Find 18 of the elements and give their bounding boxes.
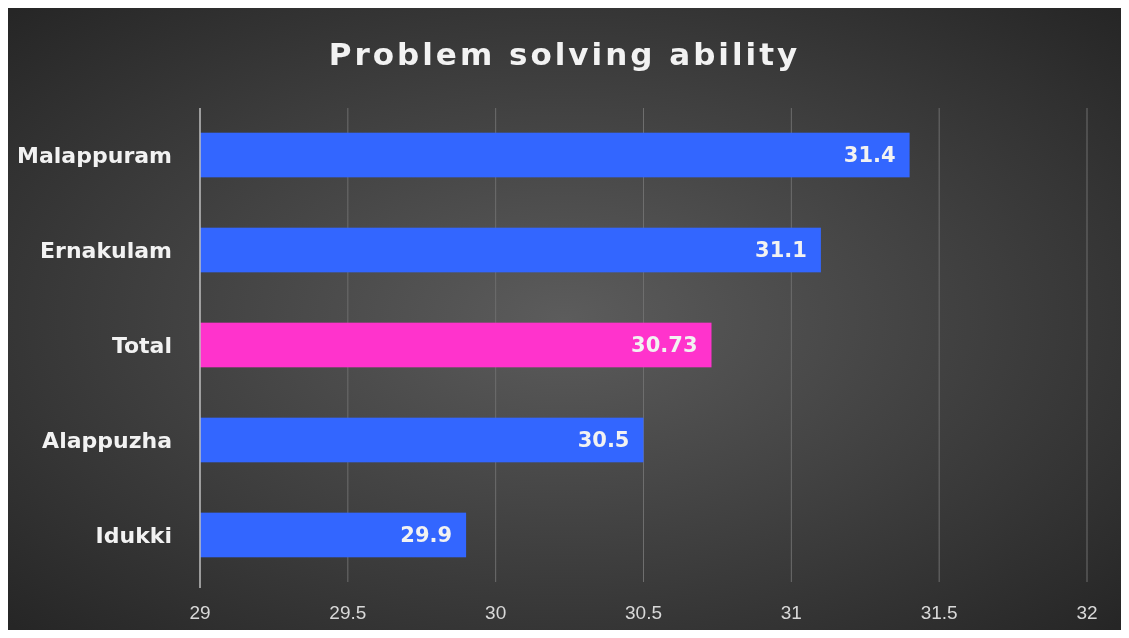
data-label: 31.4 bbox=[843, 143, 896, 168]
x-tick-label: 32 bbox=[1076, 601, 1098, 623]
y-tick-label: Alappuzha bbox=[42, 427, 172, 453]
data-label: 29.9 bbox=[400, 523, 453, 548]
y-tick-label: Total bbox=[111, 332, 172, 358]
y-tick-label: Idukki bbox=[95, 522, 172, 548]
data-label: 31.1 bbox=[755, 238, 807, 263]
chart-title: Problem solving ability bbox=[328, 35, 801, 72]
y-tick-label: Ernakulam bbox=[40, 237, 172, 263]
x-tick-label: 29 bbox=[189, 601, 211, 623]
y-tick-label: Malappuram bbox=[17, 142, 172, 168]
x-tick-label: 30.5 bbox=[625, 601, 662, 623]
data-label: 30.5 bbox=[577, 428, 630, 453]
x-tick-label: 29.5 bbox=[329, 601, 367, 623]
x-tick-label: 30 bbox=[485, 601, 507, 623]
x-tick-label: 31 bbox=[780, 601, 802, 623]
x-tick-label: 31.5 bbox=[920, 601, 958, 623]
data-label: 30.73 bbox=[631, 333, 698, 358]
